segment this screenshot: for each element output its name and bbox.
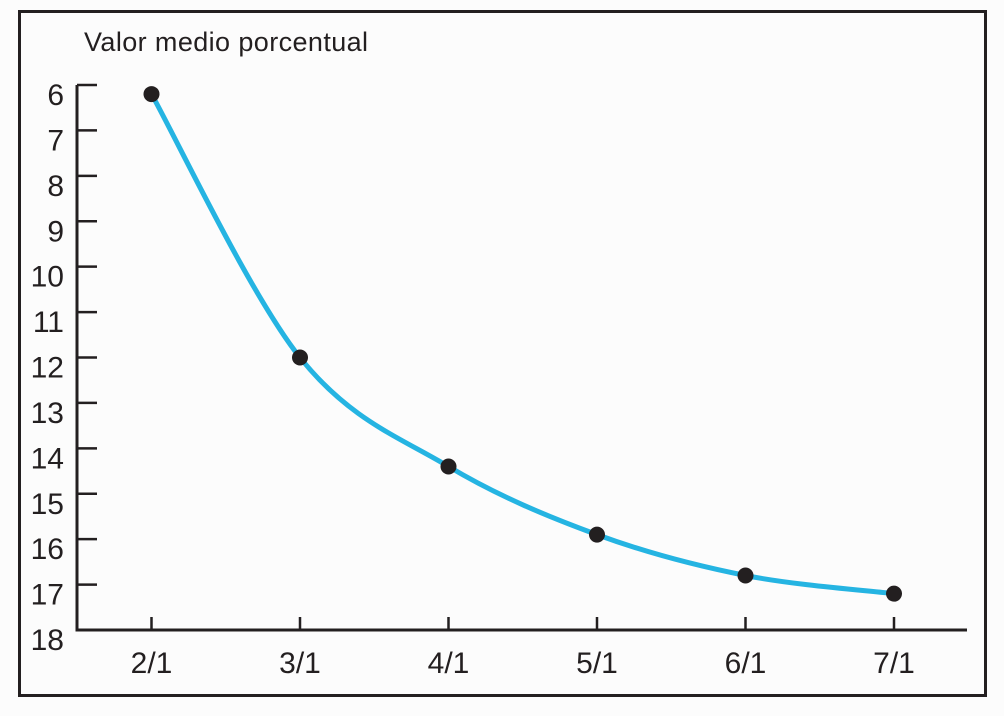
data-point (737, 567, 754, 584)
chart-frame (18, 10, 987, 697)
y-tick-label: 7 (47, 124, 64, 157)
x-tick-label: 6/1 (725, 647, 767, 680)
y-tick-label: 18 (31, 624, 64, 657)
y-tick-label: 6 (47, 79, 64, 112)
y-tick-label: 17 (31, 579, 64, 612)
y-tick-label: 8 (47, 170, 64, 203)
y-tick-label: 15 (31, 488, 64, 521)
x-tick-label: 5/1 (576, 647, 618, 680)
y-tick-label: 12 (31, 352, 64, 385)
data-point (886, 585, 902, 602)
x-tick-label: 3/1 (279, 647, 321, 680)
data-point (143, 86, 160, 103)
x-tick-label: 2/1 (131, 647, 173, 680)
data-point (292, 349, 308, 366)
x-tick-label: 7/1 (873, 647, 915, 680)
y-tick-label: 13 (31, 397, 64, 430)
y-tick-label: 10 (31, 261, 64, 294)
y-tick-label: 16 (31, 533, 64, 566)
data-point (440, 458, 457, 475)
y-tick-label: 14 (31, 442, 64, 475)
data-point (589, 526, 605, 543)
chart-title: Valor medio porcentual (84, 27, 369, 57)
y-tick-label: 9 (47, 215, 64, 248)
y-tick-label: 11 (33, 306, 64, 339)
series-line (149, 91, 897, 597)
x-tick-label: 4/1 (428, 647, 470, 680)
